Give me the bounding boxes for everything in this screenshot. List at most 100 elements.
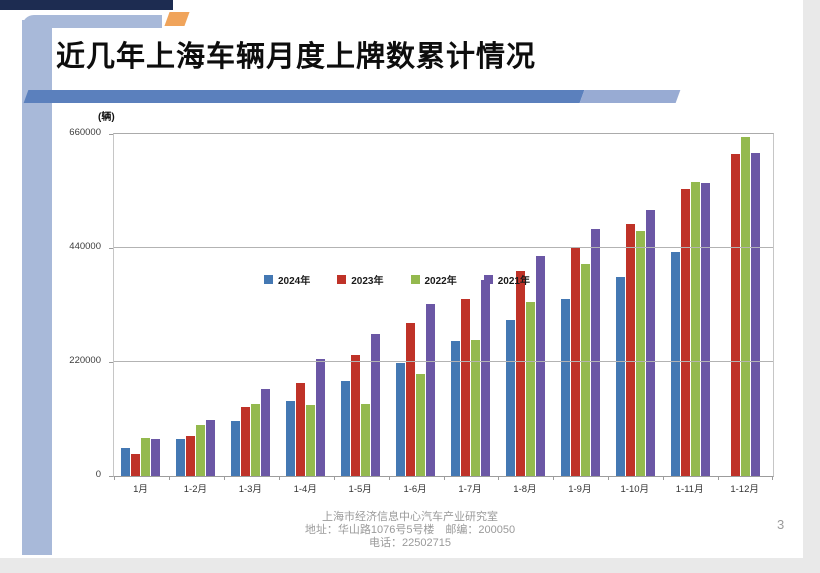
bar-2024年-1-6月 <box>396 363 406 476</box>
legend-swatch-2021年 <box>483 275 493 284</box>
bar-group-1-6月 <box>389 134 444 476</box>
legend-item-2023年: 2023年 <box>337 272 384 287</box>
footer-line-2: 地址：华山路1076号5号楼 邮编：200050 <box>304 524 516 536</box>
x-tick-1 <box>168 477 170 480</box>
y-tick-220000 <box>109 362 113 363</box>
y-axis-label: 220000 <box>69 355 101 366</box>
bar-2021年-1-2月 <box>206 419 216 476</box>
bar-2023年-1-5月 <box>351 354 361 476</box>
bar-group-1-3月 <box>224 134 279 476</box>
title-underline-band <box>23 90 585 103</box>
bar-2021年-1-9月 <box>590 229 600 476</box>
legend-swatch-2023年 <box>337 275 347 284</box>
x-tick-2 <box>223 477 225 480</box>
x-axis-label: 1-4月 <box>293 484 317 495</box>
bar-2021年-1-6月 <box>426 304 436 476</box>
bar-group-1-4月 <box>279 134 334 476</box>
bar-2024年-1-4月 <box>286 401 296 476</box>
legend-swatch-2024年 <box>264 275 273 284</box>
bar-2023年-1月 <box>131 453 141 476</box>
bar-2024年-1-2月 <box>176 439 186 476</box>
bar-group-1月 <box>114 134 169 476</box>
bar-group-1-10月 <box>608 134 663 476</box>
bar-2023年-1-10月 <box>625 223 635 476</box>
bar-2024年-1-11月 <box>670 252 680 476</box>
bar-2022年-1-5月 <box>361 403 371 476</box>
bar-2022年-1-7月 <box>470 339 480 476</box>
bar-2023年-1-2月 <box>186 435 196 476</box>
y-tick-660000 <box>109 134 113 135</box>
bar-2021年-1-5月 <box>371 334 381 476</box>
legend-item-2022年: 2022年 <box>410 272 457 287</box>
bar-2021年-1-3月 <box>261 388 271 476</box>
legend-label-2021年: 2021年 <box>497 276 530 287</box>
x-axis-labels: 1月 1-2月 1-3月 1-4月 1-5月 1-6月 1-7月 1-8月 1-9月 1-10月 1… <box>113 481 772 495</box>
legend-label-2024年: 2024年 <box>278 276 311 287</box>
bar-2024年-1-10月 <box>615 277 625 476</box>
x-axis-label: 1-10月 <box>620 484 650 495</box>
footer-line-3: 电话：22502715 <box>369 537 451 549</box>
y-axis-label: 660000 <box>69 127 101 138</box>
title-underline-band-end <box>579 90 681 103</box>
y-tick-0 <box>109 476 113 477</box>
x-axis-label: 1-8月 <box>513 484 537 495</box>
footer-line-1: 上海市经济信息中心汽车产业研究室 <box>322 511 498 523</box>
footer-text: 上海市经济信息中心汽车产业研究室 地址：华山路1076号5号楼 邮编：20005… <box>0 511 820 550</box>
x-tick-10 <box>663 477 665 480</box>
legend-swatch-2022年 <box>410 275 420 284</box>
y-axis-labels: 0 220000 440000 660000 <box>55 127 105 480</box>
x-axis-label: 1-7月 <box>458 484 482 495</box>
bar-2021年-1-4月 <box>316 358 326 476</box>
legend-item-2021年: 2021年 <box>483 272 530 287</box>
bar-2024年-1-9月 <box>560 299 570 476</box>
plot-area: 2024年 2023年 2022年 2021年 <box>109 133 774 480</box>
bar-2022年-1月 <box>141 438 151 476</box>
x-tick-7 <box>498 477 500 480</box>
bar-2022年-1-6月 <box>416 374 426 476</box>
x-axis-label: 1-9月 <box>568 484 592 495</box>
x-axis-label: 1-11月 <box>675 484 704 495</box>
x-tick-9 <box>608 477 610 480</box>
bar-2024年-1-8月 <box>505 319 515 476</box>
page-title: 近几年上海车辆月度上牌数累计情况 <box>56 41 537 73</box>
bar-2024年-1-7月 <box>450 340 460 476</box>
bar-2024年-1-3月 <box>231 421 241 476</box>
bar-group-1-2月 <box>169 134 224 476</box>
bar-2021年-1月 <box>151 439 161 476</box>
bar-2023年-1-7月 <box>460 299 470 476</box>
x-axis-label: 1-2月 <box>183 484 207 495</box>
bar-group-1-12月 <box>718 134 773 476</box>
bar-group-1-5月 <box>334 134 389 476</box>
x-tick-8 <box>553 477 555 480</box>
top-frame-decoration <box>22 15 162 28</box>
legend-label-2023年: 2023年 <box>351 276 384 287</box>
chart-legend: 2024年 2023年 2022年 2021年 <box>264 272 530 287</box>
bar-group-1-7月 <box>444 134 499 476</box>
x-tick-5 <box>388 477 390 480</box>
y-tick-440000 <box>109 248 113 249</box>
x-tick-0 <box>114 477 115 480</box>
x-tick-4 <box>333 477 335 480</box>
x-axis-label: 1月 <box>133 484 148 495</box>
x-axis-label: 1-3月 <box>238 484 262 495</box>
x-tick-3 <box>278 477 280 480</box>
bar-2022年-1-9月 <box>580 264 590 476</box>
bar-2024年-1月 <box>121 447 131 476</box>
bar-2021年-1-8月 <box>535 256 545 476</box>
legend-label-2022年: 2022年 <box>424 276 457 287</box>
x-tick-6 <box>443 477 445 480</box>
bar-2022年-1-12月 <box>740 137 750 476</box>
y-axis-label: 440000 <box>69 241 101 252</box>
bar-2022年-1-3月 <box>251 403 261 476</box>
bar-2023年-1-6月 <box>406 323 416 476</box>
bar-2023年-1-11月 <box>680 189 690 476</box>
gridline-440000 <box>114 247 773 248</box>
bar-2024年-1-5月 <box>341 380 351 476</box>
bar-group-1-8月 <box>498 134 553 476</box>
bar-2022年-1-10月 <box>635 231 645 476</box>
bar-2022年-1-4月 <box>306 404 316 476</box>
bar-group-1-9月 <box>553 134 608 476</box>
bar-2021年-1-7月 <box>480 279 490 476</box>
bar-group-1-11月 <box>663 134 718 476</box>
bar-2022年-1-2月 <box>196 424 206 476</box>
